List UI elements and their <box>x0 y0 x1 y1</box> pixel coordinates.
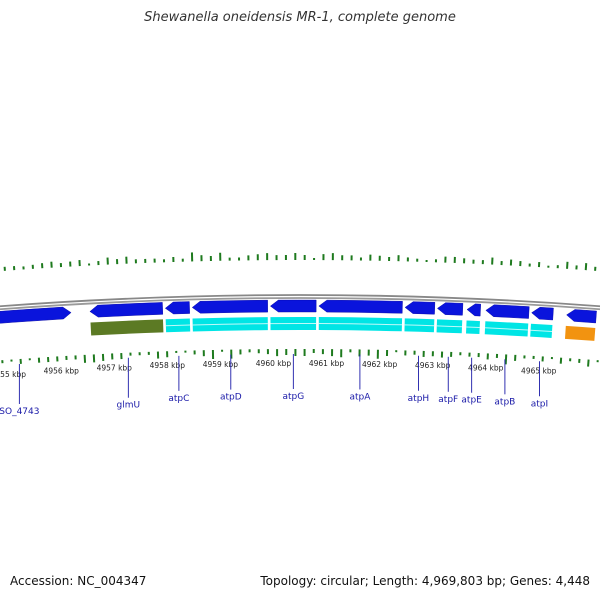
operon-highlight <box>318 323 402 326</box>
lower-tick-track <box>1 349 599 367</box>
coverage-tick <box>587 359 590 367</box>
operon-track <box>165 316 553 338</box>
gene-arrow-so-4743[interactable] <box>0 306 72 326</box>
kbp-label: 4963 kbp <box>415 361 451 370</box>
gene-arrow-atpg[interactable] <box>270 299 317 313</box>
gene-label-atpe[interactable]: atpE <box>461 396 482 406</box>
map-title: Shewanella oneidensis MR-1, complete gen… <box>144 10 456 25</box>
coverage-tick <box>504 354 508 365</box>
kbp-label: 4958 kbp <box>150 361 186 370</box>
backbone-line <box>0 297 600 311</box>
gene-label-atpd[interactable]: atpD <box>220 393 242 403</box>
upper-tick-track <box>3 252 597 271</box>
kbp-label: 4959 kbp <box>203 360 239 369</box>
other-feature-track <box>564 325 596 341</box>
gene-label-atpc[interactable]: atpC <box>168 394 189 404</box>
gene-label-so-4743[interactable]: SO_4743 <box>0 407 39 417</box>
gene-arrow-atpa[interactable] <box>318 299 403 314</box>
gene-labels: SO_4743 glmU atpC atpD atpG atpA atpH atpF atpE a… <box>0 354 548 417</box>
gene-track <box>0 299 597 326</box>
gene-arrow-atpf[interactable] <box>437 302 464 316</box>
kbp-label: 4961 kbp <box>309 359 345 368</box>
kbp-label: 4965 kbp <box>521 366 557 375</box>
gene-arrow-atph[interactable] <box>404 301 436 315</box>
kbp-scale: 4955 kbp 4956 kbp 4957 kbp 4958 kbp 4959 kbp… <box>0 359 557 379</box>
gene-arrow-atpi[interactable] <box>531 306 554 321</box>
backbone-line <box>0 294 600 308</box>
operon-highlight <box>270 322 317 325</box>
operon-highlight <box>436 325 463 328</box>
operon-highlight <box>165 324 191 327</box>
kbp-label: 4964 kbp <box>468 363 504 372</box>
gene-label-atpi[interactable]: atpI <box>531 399 548 409</box>
gene-arrow-atpb[interactable] <box>485 304 530 319</box>
kbp-label: 4962 kbp <box>362 360 398 369</box>
gene-label-atpb[interactable]: atpB <box>494 397 515 407</box>
operon-highlight <box>192 323 268 326</box>
gene-label-atpa[interactable]: atpA <box>349 392 371 402</box>
gene-arrow-atpd[interactable] <box>191 299 268 314</box>
gene-label-glmu[interactable]: glmU <box>117 401 141 411</box>
operon-highlight <box>466 326 480 329</box>
gene-arrow[interactable] <box>566 309 597 324</box>
kbp-label: 4956 kbp <box>44 366 80 375</box>
operon-highlight <box>404 324 435 327</box>
genome-summary: Topology: circular; Length: 4,969,803 bp… <box>260 574 590 588</box>
gene-arrow-atpc[interactable] <box>164 301 190 315</box>
gene-arrow-glmu[interactable] <box>89 302 164 318</box>
operon-highlight <box>530 329 553 332</box>
gene-arrow-atpe[interactable] <box>466 303 481 317</box>
kbp-label: 4955 kbp <box>0 370 26 379</box>
genome-backbone <box>0 294 600 311</box>
gene-label-atph[interactable]: atpH <box>408 394 430 404</box>
accession-text: Accession: NC_004347 <box>10 574 147 588</box>
kbp-label: 4957 kbp <box>97 363 133 372</box>
rna-feature[interactable] <box>90 319 164 336</box>
rna-track <box>90 319 164 336</box>
other-feature[interactable] <box>564 325 596 341</box>
operon-highlight <box>485 327 528 331</box>
kbp-label: 4960 kbp <box>256 359 292 368</box>
gene-label-atpg[interactable]: atpG <box>282 392 304 402</box>
gene-label-atpf[interactable]: atpF <box>438 395 458 405</box>
